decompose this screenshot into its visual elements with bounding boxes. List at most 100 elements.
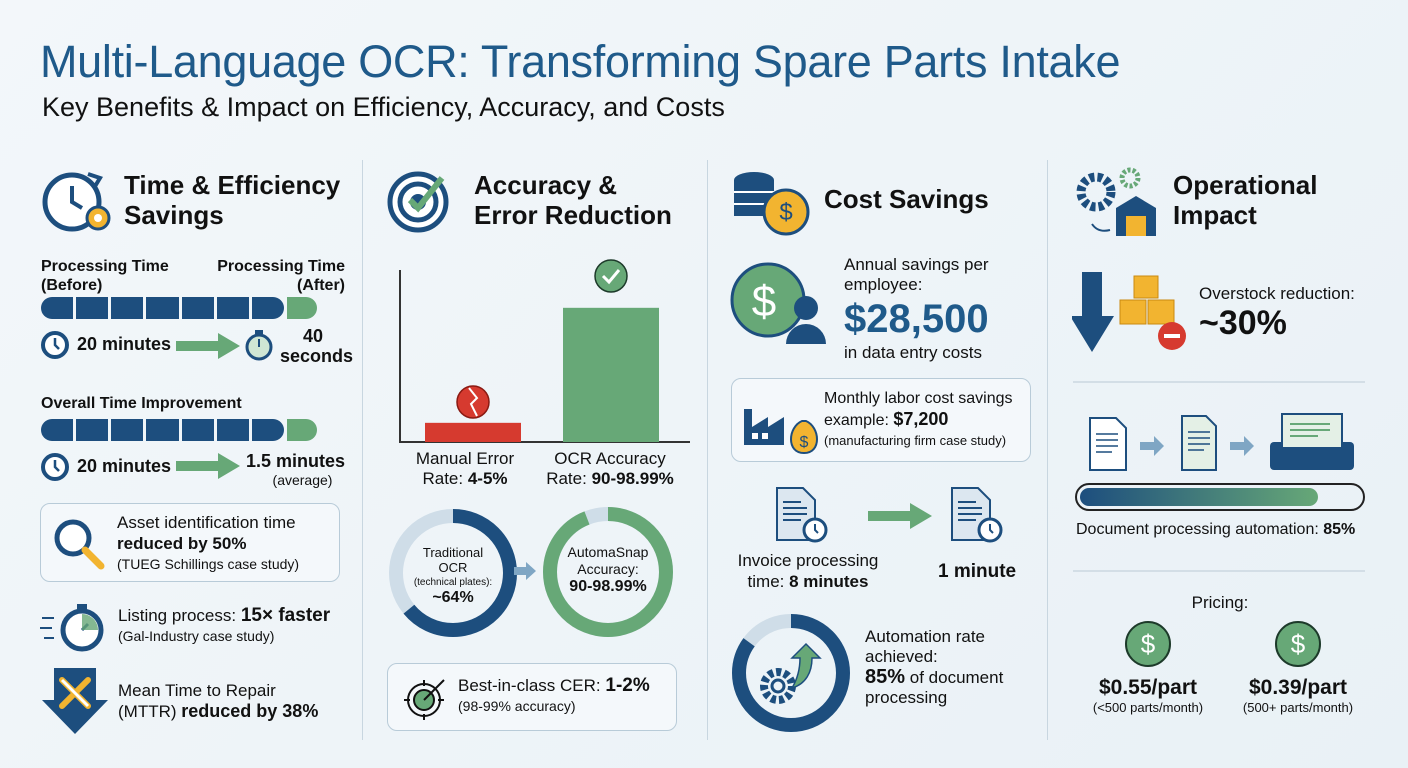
invoice-after: 1 minute [938, 561, 1017, 582]
mttr-text2: (MTTR) [118, 702, 182, 721]
monthly-note: (manufacturing firm case study) [824, 433, 1007, 448]
annual-label2: employee: [844, 275, 923, 294]
snap-label2: Accuracy: [577, 561, 639, 577]
gears-warehouse-icon [1076, 167, 1156, 236]
trad-label: Traditional [422, 545, 484, 560]
arrow-right-icon [868, 503, 932, 529]
overall-after: 1.5 minutes [245, 451, 345, 471]
auto-label4: processing [865, 688, 948, 707]
overall-before: 20 minutes [77, 456, 172, 476]
listing-text: Listing process: [118, 606, 241, 625]
doc-value: 85% [1323, 521, 1356, 538]
magnifier-icon [54, 519, 105, 570]
invoice-clock-icon [951, 487, 1003, 543]
auto-rest: of document [905, 668, 1004, 687]
price-tier1: $0.55/part [1098, 676, 1198, 699]
page-title: Multi-Language OCR: Transforming Spare P… [40, 36, 1121, 87]
broken-icon [456, 385, 490, 419]
before-value: 20 minutes [77, 334, 172, 354]
section-heading-line2: Savings [124, 200, 224, 230]
repair-down-arrow-icon [42, 668, 108, 734]
overstock-label: Overstock reduction: [1199, 284, 1355, 303]
auto-label: Automation rate [865, 627, 986, 646]
coins-dollar-icon: $ [734, 172, 810, 236]
monthly-label2: example: [824, 412, 894, 429]
target-dart-icon [404, 679, 445, 720]
bar-manual-error-rate [425, 422, 521, 442]
check-circle-icon [594, 259, 628, 293]
mttr-value: reduced by 38% [181, 701, 319, 721]
annual-note: in data entry costs [844, 343, 982, 362]
rate-prefix: Rate: [422, 469, 468, 488]
overall-time-bar [41, 419, 317, 441]
bar-ocr-accuracy-rate [563, 307, 659, 442]
after-unit: seconds [280, 346, 354, 366]
section-heading-line2: Impact [1173, 200, 1257, 230]
cer-callout: Best-in-class CER: 1-2% (98-99% accuracy) [387, 663, 677, 731]
divider [707, 160, 708, 740]
listing-value: 15× faster [240, 605, 331, 626]
ocr-label: OCR Accuracy [554, 449, 666, 468]
arrow-right-icon [176, 453, 240, 479]
page-subtitle: Key Benefits & Impact on Efficiency, Acc… [42, 92, 725, 122]
annual-value: $28,500 [844, 297, 989, 341]
cer-text: Best-in-class CER: [458, 676, 606, 695]
trad-label3: (technical plates): [413, 577, 493, 588]
before-label: Processing Time (Before) [41, 258, 169, 294]
automation-progress-bar [1075, 483, 1365, 511]
ocr-rate: 90-98.99% [591, 469, 674, 488]
overstock-down-icon [1072, 272, 1186, 352]
monthly-value: $7,200 [893, 409, 949, 429]
divider [1073, 381, 1365, 383]
cer-value: 1-2% [605, 675, 650, 696]
divider [1073, 570, 1365, 572]
doc-label: Document processing automation: [1076, 521, 1324, 538]
listing-note: (Gal-Industry case study) [118, 628, 275, 644]
after-label: Processing Time (After) [217, 258, 345, 294]
section-heading: Accuracy & [474, 170, 618, 200]
donut-fill [543, 507, 673, 637]
invoice-label2: time: [747, 572, 790, 591]
trad-value: ~64% [432, 589, 474, 606]
invoice-before: 8 minutes [789, 572, 869, 591]
auto-label2: achieved: [865, 647, 938, 666]
annual-label: Annual savings per [844, 255, 989, 274]
processing-time-bar [41, 297, 317, 319]
dollar-person-icon: $ [730, 262, 826, 344]
svg-text:$: $ [779, 199, 792, 226]
snap-label: AutomaSnap [567, 544, 649, 560]
factory-moneybag-icon: $ [744, 409, 818, 455]
gear-up-arrow-icon [760, 642, 822, 704]
traditional-ocr-donut [389, 509, 517, 637]
progress-fill [1080, 488, 1318, 506]
asset-note: (TUEG Schillings case study) [117, 556, 300, 572]
invoice-clock-icon [776, 487, 828, 543]
document-to-printer-icon [1089, 413, 1354, 471]
mttr-text: Mean Time to Repair [118, 681, 276, 700]
clock-icon [41, 331, 69, 359]
asset-text: Asset identification time [117, 513, 296, 532]
donut-fill [389, 509, 517, 637]
asset-id-callout: Asset identification time reduced by 50% (… [40, 503, 340, 582]
fast-stopwatch-icon [40, 604, 104, 652]
clock-gear-icon [42, 172, 111, 232]
monthly-savings-callout: $ Monthly labor cost savings example: $7,… [731, 378, 1031, 462]
asset-value: reduced by 50% [117, 534, 247, 553]
auto-value: 85% [865, 666, 906, 688]
arrow-right-icon [514, 562, 536, 580]
monthly-label: Monthly labor cost savings [824, 390, 1013, 407]
cer-note: (98-99% accuracy) [458, 698, 576, 714]
automasnap-donut [543, 507, 673, 637]
overstock-value: ~30% [1199, 304, 1287, 342]
trad-label2: OCR [438, 560, 468, 575]
price-tier2: $0.39/part [1248, 676, 1348, 699]
svg-text:$: $ [1291, 629, 1306, 659]
automation-rate-donut [732, 614, 850, 732]
section-heading: Time & Efficiency [124, 170, 341, 200]
invoice-label: Invoice processing [737, 551, 879, 570]
section-heading: Operational [1173, 170, 1318, 200]
section-heading: Cost Savings [824, 184, 989, 214]
manual-label: Manual Error [415, 449, 515, 468]
rate-prefix: Rate: [546, 469, 592, 488]
svg-text:$: $ [800, 434, 809, 451]
